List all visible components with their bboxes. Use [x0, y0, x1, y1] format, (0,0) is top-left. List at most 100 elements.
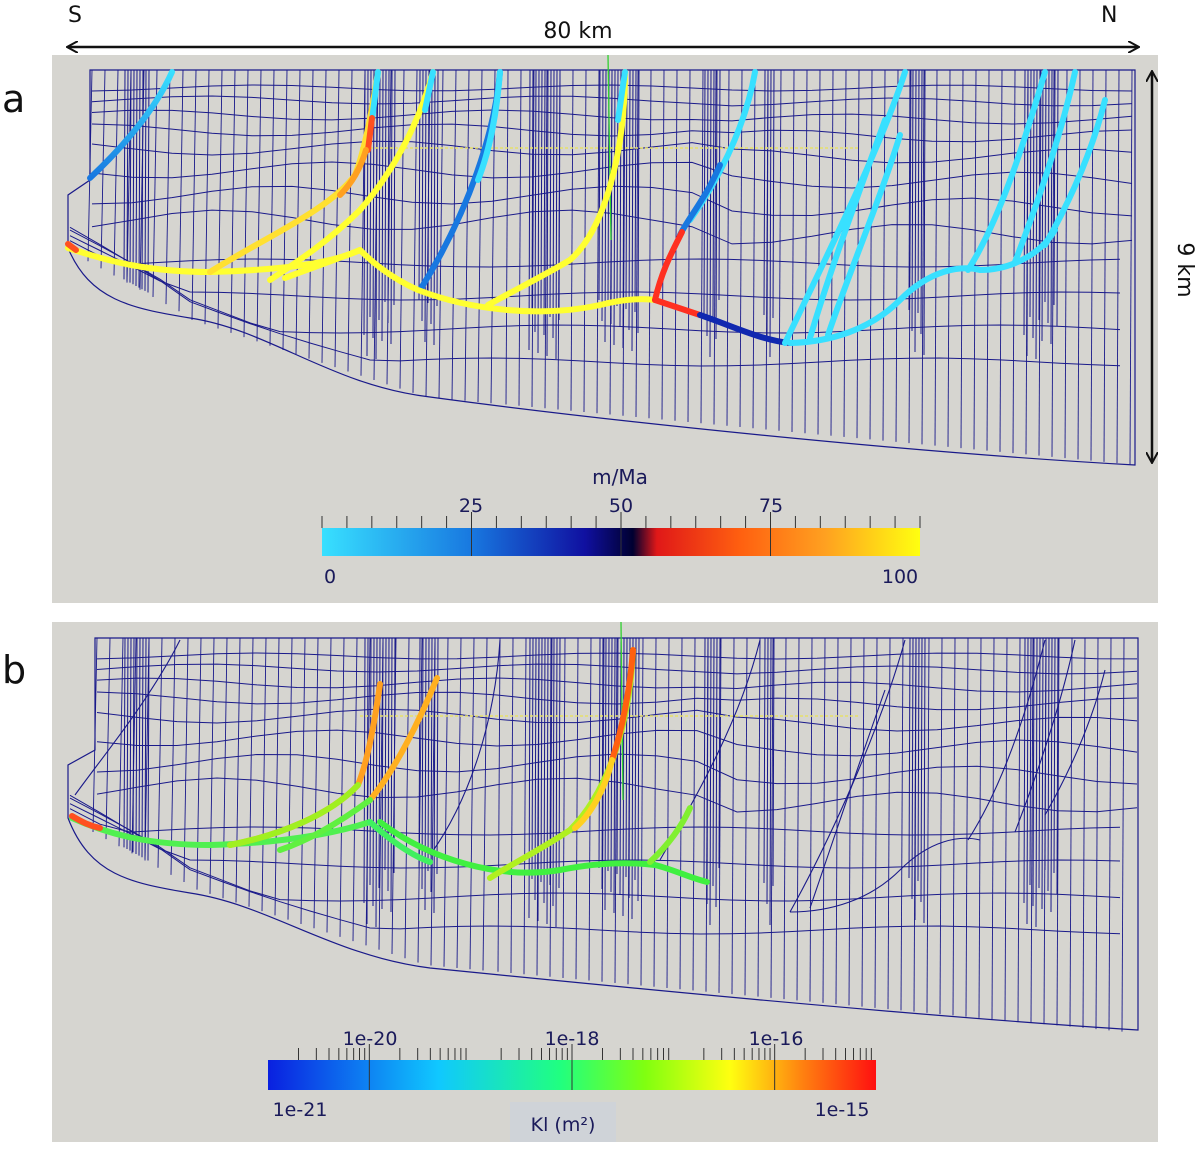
dense-zone-line-62 — [908, 637, 911, 879]
dense-zone-line-11 — [369, 637, 372, 886]
dense-zone-line-29 — [534, 637, 537, 901]
dense-zone-line-5 — [138, 69, 141, 288]
dense-zone-line-39 — [601, 69, 604, 322]
fault-a-branch-1 — [282, 247, 363, 281]
dense-zone-line-23 — [427, 637, 430, 872]
north-label: N — [1101, 3, 1117, 28]
mesh-vertical-line-65 — [939, 637, 943, 1015]
fault-a-detachment-central — [415, 287, 658, 315]
colorbar-b-title-box — [510, 1102, 616, 1142]
fault-a-3 — [267, 69, 436, 283]
dense-zone-line-50 — [634, 637, 637, 881]
mesh-vertical-line-37 — [570, 69, 574, 411]
mesh-vertical-line-61 — [887, 637, 891, 1010]
mesh-deep-horizon-1 — [69, 240, 1121, 268]
colorbar-a-min: 0 — [324, 566, 336, 588]
dense-zone-line-57 — [718, 637, 721, 869]
dense-zone-line-42 — [610, 69, 613, 325]
dense-zone-line-56 — [715, 637, 718, 908]
dense-zone-line-47 — [625, 637, 628, 878]
colorbar-a-max: 100 — [882, 566, 918, 588]
mesh-vertical-line-42 — [635, 69, 639, 417]
colorbar-b-max: 1e-15 — [815, 1099, 870, 1121]
mesh-vertical-line-56 — [822, 637, 826, 1003]
fault-a-3-top — [422, 69, 436, 113]
dense-zone-line-14 — [378, 637, 381, 889]
dense-zone-line-60 — [769, 69, 772, 358]
dense-zone-line-5 — [138, 637, 141, 856]
panel-b-faults — [69, 647, 710, 885]
dense-zone-line-54 — [709, 637, 712, 926]
mesh-vertical-line-46 — [687, 69, 691, 422]
mesh-vertical-line-65 — [934, 69, 938, 446]
mesh-vertical-line-15 — [282, 69, 288, 351]
mesh-vertical-line-35 — [549, 637, 553, 977]
mesh-vertical-line-24 — [404, 637, 410, 959]
mesh-vertical-line-76 — [1077, 69, 1081, 460]
mesh-vertical-line-1 — [105, 637, 111, 840]
mesh-vertical-line-5 — [152, 69, 158, 297]
dense-zone-line-67 — [923, 69, 926, 356]
mesh-vertical-line-75 — [1064, 69, 1068, 459]
dense-zone-line-34 — [549, 69, 552, 318]
mesh-vertical-line-60 — [874, 637, 878, 1008]
dense-zone-line-69 — [1026, 637, 1029, 925]
dense-zone-line-36 — [555, 637, 558, 928]
dense-zone-line-53 — [706, 69, 709, 337]
mesh-deep-horizon-1 — [69, 808, 1121, 836]
fault-a-6-red — [652, 229, 685, 303]
dense-zone-line-66 — [920, 69, 923, 335]
dense-zone-line-74 — [1041, 637, 1044, 910]
panel-b-thin-faults — [74, 639, 1106, 913]
mesh-vertical-line-67 — [965, 637, 969, 1017]
colorbar-b: 1e-20 1e-18 1e-16 1e-21 1e-15 Kl (m²) — [268, 1028, 876, 1142]
mesh-vertical-line-50 — [744, 637, 748, 996]
fault-b-2-lower — [227, 782, 361, 848]
mesh-vertical-line-11 — [230, 69, 236, 333]
colorbar-a-ticks — [321, 512, 921, 556]
dense-zone-line-58 — [763, 69, 766, 316]
mesh-vertical-line-14 — [274, 637, 280, 916]
fault-a-1 — [87, 69, 175, 181]
dense-zone-line-25 — [433, 69, 436, 346]
mesh-deep-horizon-2 — [69, 235, 1121, 301]
dense-zone-line-7 — [144, 637, 147, 859]
mesh-vertical-line-39 — [596, 69, 600, 414]
mesh-vertical-line-79 — [1121, 637, 1125, 1032]
mesh-vertical-line-63 — [908, 69, 912, 444]
mesh-horizon-1 — [96, 663, 1138, 675]
fault-a-branch-2 — [357, 247, 421, 293]
thin-fault-b-2 — [429, 639, 501, 856]
dense-zone-line-66 — [920, 637, 923, 903]
dense-zone-line-69 — [1026, 69, 1029, 357]
fault-b-branch — [367, 819, 433, 865]
dense-zone-line-38 — [598, 69, 601, 301]
mesh-vertical-line-39 — [601, 637, 605, 982]
mesh-vertical-line-15 — [287, 637, 293, 920]
dense-zone-line-22 — [424, 69, 427, 343]
panel-a-green-marker — [607, 54, 612, 241]
dense-zone-line-23 — [427, 69, 430, 304]
mesh-vertical-line-42 — [640, 637, 644, 986]
dense-zone-line-70 — [1029, 637, 1032, 886]
dense-zone-line-35 — [552, 69, 555, 339]
mesh-vertical-line-59 — [861, 637, 865, 1007]
mesh-vertical-line-43 — [648, 69, 652, 419]
fault-b-west-tip — [69, 813, 103, 831]
mesh-vertical-line-57 — [830, 69, 834, 436]
dense-zone-line-29 — [534, 69, 537, 333]
mesh-vertical-line-77 — [1095, 637, 1099, 1030]
mesh-vertical-line-45 — [679, 637, 683, 990]
mesh-vertical-line-51 — [757, 637, 761, 997]
fault-a-5-top — [615, 69, 628, 123]
panel-b-letter: b — [2, 648, 26, 692]
fault-a-11 — [1012, 69, 1078, 265]
fault-a-10 — [965, 69, 1048, 273]
depth-label: 9 km — [1172, 242, 1197, 297]
dense-zone-line-48 — [628, 69, 631, 331]
mesh-deep-horizon-2 — [69, 803, 1121, 869]
mesh-vertical-line-60 — [869, 69, 873, 440]
mesh-vertical-line-37 — [575, 637, 579, 980]
colorbar-b-title: Kl (m²) — [531, 1114, 596, 1136]
